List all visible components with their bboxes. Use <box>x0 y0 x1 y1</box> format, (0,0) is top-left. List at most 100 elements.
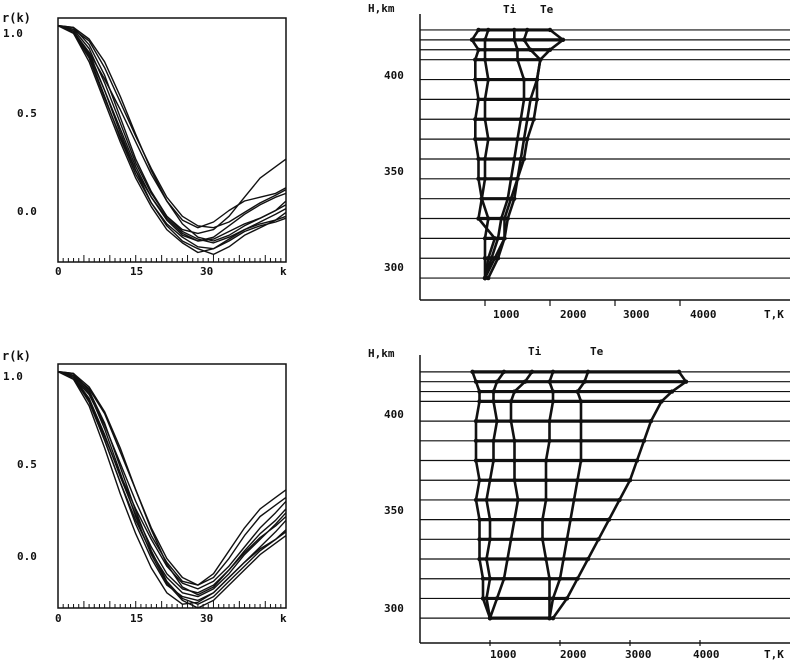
profile-point <box>486 275 491 281</box>
x-tick-label-4000: 4000 <box>693 648 720 661</box>
profile-point <box>476 27 481 33</box>
profile-ti-2 <box>470 29 497 279</box>
profile-point <box>561 556 566 562</box>
x-tick-label-2000: 2000 <box>560 648 587 661</box>
altitude-gridlines <box>420 371 790 646</box>
profile-point <box>515 497 521 503</box>
profile-point <box>508 176 514 182</box>
profile-connectors <box>472 370 686 620</box>
profile-point <box>477 517 482 522</box>
profile-point <box>540 537 545 542</box>
x-axis-label: T,K <box>764 648 784 661</box>
profile-point <box>508 196 514 201</box>
y-tick-label-350: 350 <box>384 165 404 178</box>
profile-point <box>515 47 520 52</box>
profile-point <box>521 97 527 102</box>
profile-point <box>512 156 517 162</box>
profile-point <box>473 117 478 122</box>
profile-point <box>491 389 496 394</box>
profile-point <box>528 97 533 102</box>
y-tick-label-1.0: 1.0 <box>3 27 23 40</box>
profile-point <box>469 37 475 43</box>
profile-point <box>564 596 570 601</box>
profile-point <box>484 556 489 562</box>
profile-point <box>606 517 612 522</box>
profile-point <box>487 576 493 581</box>
profile-point <box>578 438 584 444</box>
correlation-curve-9 <box>57 370 287 596</box>
x-tick-label-30: 30 <box>200 265 213 278</box>
profile-point <box>521 156 527 162</box>
profile-point <box>543 478 549 483</box>
profile-point <box>578 399 584 404</box>
profile-point <box>484 497 489 503</box>
profile-point <box>515 176 520 182</box>
profile-point <box>512 389 517 394</box>
series-group <box>470 369 689 621</box>
profile-point <box>473 136 478 142</box>
profile-point <box>534 97 540 102</box>
profile-point <box>585 556 591 562</box>
profile-point <box>578 418 584 424</box>
profile-point <box>482 97 488 102</box>
profile-point <box>502 216 507 221</box>
profile-point <box>648 418 654 424</box>
y-tick-label-400: 400 <box>384 69 404 82</box>
profile-point <box>547 438 552 444</box>
profile-point <box>575 389 580 394</box>
profile-point <box>550 399 556 404</box>
profile-point <box>560 37 566 43</box>
temperature-profile-top: H,km Ti Te 400 350 300 1000 2000 3000 40… <box>368 2 790 321</box>
profile-point <box>525 136 530 142</box>
correlation-curve-5 <box>57 24 287 229</box>
profile-point <box>617 497 622 503</box>
profile-point <box>484 596 489 601</box>
profile-point <box>473 418 479 424</box>
profile-te-4 <box>548 371 590 619</box>
x-tick-label-30: 30 <box>200 612 213 625</box>
series-label-te: Te <box>540 3 554 16</box>
correlation-curve-3 <box>57 370 287 605</box>
profile-point <box>676 369 682 375</box>
profile-point <box>582 379 587 384</box>
profile-point <box>508 537 514 542</box>
correlation-curve-10 <box>57 370 287 594</box>
profile-point <box>482 57 488 62</box>
y-tick-label-1.0: 1.0 <box>3 370 23 383</box>
profile-point <box>515 57 520 62</box>
profile-point <box>547 379 552 384</box>
x-tick-label-3000: 3000 <box>623 308 650 321</box>
y-axis-label: r(k) <box>2 11 31 25</box>
profile-point <box>547 596 552 601</box>
y-tick-label-0.0: 0.0 <box>17 205 37 218</box>
temperature-profile-bottom: H,km Ti Te 400 350 300 1000 2000 3000 40… <box>368 345 790 661</box>
correlation-curve-3 <box>57 24 287 244</box>
profile-point <box>564 537 570 542</box>
profile-point <box>512 37 517 43</box>
correlation-chart-bottom: r(k) 1.0 0.5 0.0 0 15 30 k <box>2 349 287 625</box>
profile-point <box>531 117 536 122</box>
profile-ti-1 <box>480 29 490 279</box>
profile-point <box>502 236 507 241</box>
profile-point <box>482 117 488 122</box>
profile-point <box>518 156 523 162</box>
profile-point <box>480 576 486 581</box>
x-tick-label-0: 0 <box>55 612 62 625</box>
correlation-chart-top: r(k) 1.0 0.5 0.0 0 15 30 k <box>2 11 287 278</box>
profile-point <box>494 596 500 601</box>
profile-point <box>659 399 664 404</box>
profile-te-5 <box>541 371 555 619</box>
profile-point <box>568 517 573 522</box>
profile-point <box>494 418 500 424</box>
correlation-curve-4 <box>57 370 287 605</box>
x-tick-label-2000: 2000 <box>560 308 587 321</box>
profile-point <box>512 517 517 522</box>
profile-point <box>486 77 491 82</box>
profile-point <box>470 369 475 375</box>
series-group <box>469 27 566 281</box>
profile-point <box>477 556 482 562</box>
x-tick-label-1000: 1000 <box>490 648 517 661</box>
profile-point <box>550 596 556 601</box>
profile-point <box>534 77 540 82</box>
